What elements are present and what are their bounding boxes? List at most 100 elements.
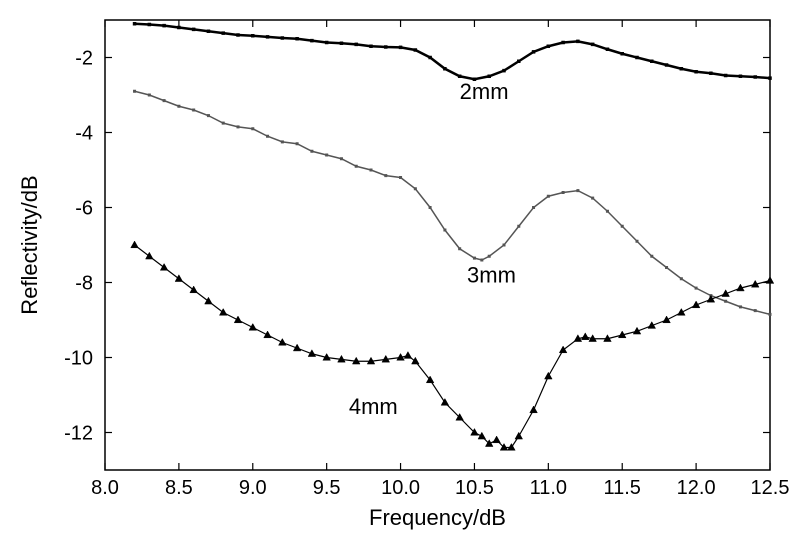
- series-label-4mm: 4mm: [349, 394, 398, 419]
- y-tick-label: -6: [75, 198, 93, 220]
- series-marker-3mm: [621, 225, 624, 228]
- plot-frame: [105, 20, 770, 470]
- series-marker-2mm: [562, 41, 565, 44]
- x-tick-label: 9.0: [239, 477, 267, 499]
- series-marker-2mm: [310, 39, 313, 42]
- series-marker-3mm: [532, 206, 535, 209]
- series-marker-2mm: [680, 67, 683, 70]
- series-marker-4mm: [404, 352, 412, 359]
- series-label-2mm: 2mm: [460, 79, 509, 104]
- series-marker-2mm: [325, 41, 328, 44]
- series-marker-2mm: [177, 26, 180, 29]
- series-marker-4mm: [279, 339, 287, 346]
- series-marker-2mm: [281, 37, 284, 40]
- series-marker-3mm: [651, 255, 654, 258]
- series-marker-3mm: [695, 287, 698, 290]
- series-marker-2mm: [547, 45, 550, 48]
- series-marker-4mm: [249, 324, 257, 331]
- series-marker-4mm: [412, 357, 420, 364]
- series-marker-4mm: [234, 316, 242, 323]
- series-marker-3mm: [429, 206, 432, 209]
- series-marker-3mm: [399, 176, 402, 179]
- series-marker-4mm: [478, 432, 486, 439]
- series-marker-3mm: [518, 225, 521, 228]
- series-marker-3mm: [222, 122, 225, 125]
- series-marker-3mm: [724, 300, 727, 303]
- series-marker-4mm: [190, 286, 198, 293]
- series-marker-4mm: [175, 275, 183, 282]
- y-tick-label: -10: [64, 348, 93, 370]
- series-marker-3mm: [311, 150, 314, 153]
- series-marker-2mm: [429, 56, 432, 59]
- series-marker-2mm: [399, 46, 402, 49]
- series-line-4mm: [135, 245, 770, 448]
- series-marker-2mm: [754, 76, 757, 79]
- y-axis-label: Reflectivity/dB: [17, 175, 42, 314]
- series-marker-2mm: [251, 34, 254, 37]
- series-marker-2mm: [340, 42, 343, 45]
- series-marker-4mm: [663, 316, 671, 323]
- series-marker-4mm: [219, 309, 227, 316]
- series-marker-4mm: [515, 432, 523, 439]
- x-tick-label: 10.0: [381, 477, 420, 499]
- series-marker-3mm: [281, 141, 284, 144]
- series-marker-2mm: [650, 60, 653, 63]
- series-marker-2mm: [163, 24, 166, 27]
- series-marker-3mm: [192, 109, 195, 112]
- series-marker-4mm: [559, 346, 567, 353]
- x-axis-label: Frequency/dB: [369, 505, 506, 530]
- chart-container: 8.08.59.09.510.010.511.011.512.012.5-2-4…: [0, 0, 800, 556]
- x-tick-label: 12.5: [751, 477, 790, 499]
- series-marker-2mm: [503, 69, 506, 72]
- series-marker-4mm: [160, 264, 168, 271]
- chart-svg: 8.08.59.09.510.010.511.011.512.012.5-2-4…: [0, 0, 800, 556]
- series-marker-2mm: [488, 75, 491, 78]
- series-marker-3mm: [163, 99, 166, 102]
- series-marker-2mm: [695, 70, 698, 73]
- series-marker-3mm: [739, 306, 742, 309]
- series-marker-2mm: [355, 43, 358, 46]
- series-marker-3mm: [148, 94, 151, 97]
- series-marker-2mm: [636, 56, 639, 59]
- y-tick-label: -2: [75, 48, 93, 70]
- series-marker-3mm: [473, 257, 476, 260]
- x-tick-label: 8.0: [91, 477, 119, 499]
- series-marker-2mm: [296, 37, 299, 40]
- series-marker-2mm: [237, 34, 240, 37]
- x-tick-label: 12.0: [677, 477, 716, 499]
- series-marker-3mm: [252, 128, 255, 131]
- series-line-3mm: [135, 91, 770, 314]
- series-marker-2mm: [724, 74, 727, 77]
- series-marker-3mm: [577, 189, 580, 192]
- series-marker-4mm: [146, 252, 154, 259]
- x-tick-label: 11.0: [530, 477, 567, 499]
- series-marker-2mm: [148, 23, 151, 26]
- series-marker-3mm: [296, 143, 299, 146]
- x-tick-label: 9.5: [313, 477, 341, 499]
- series-marker-2mm: [709, 72, 712, 75]
- series-marker-2mm: [443, 67, 446, 70]
- series-marker-3mm: [591, 197, 594, 200]
- series-marker-4mm: [493, 436, 501, 443]
- series-marker-2mm: [665, 64, 668, 67]
- x-tick-label: 11.5: [603, 477, 640, 499]
- series-marker-2mm: [606, 48, 609, 51]
- series-marker-3mm: [754, 309, 757, 312]
- series-marker-4mm: [131, 241, 139, 248]
- series-line-2mm: [135, 24, 770, 80]
- series-marker-3mm: [237, 126, 240, 129]
- series-marker-3mm: [606, 210, 609, 213]
- y-tick-label: -12: [64, 423, 93, 445]
- series-marker-2mm: [133, 22, 136, 25]
- series-marker-2mm: [621, 52, 624, 55]
- series-marker-4mm: [766, 277, 774, 284]
- series-marker-2mm: [207, 30, 210, 33]
- x-tick-label: 8.5: [165, 477, 193, 499]
- series-marker-2mm: [414, 49, 417, 52]
- series-marker-2mm: [266, 35, 269, 38]
- series-marker-2mm: [532, 50, 535, 53]
- x-tick-label: 10.5: [455, 477, 494, 499]
- series-marker-4mm: [545, 372, 553, 379]
- series-marker-3mm: [414, 188, 417, 191]
- series-label-3mm: 3mm: [467, 263, 516, 288]
